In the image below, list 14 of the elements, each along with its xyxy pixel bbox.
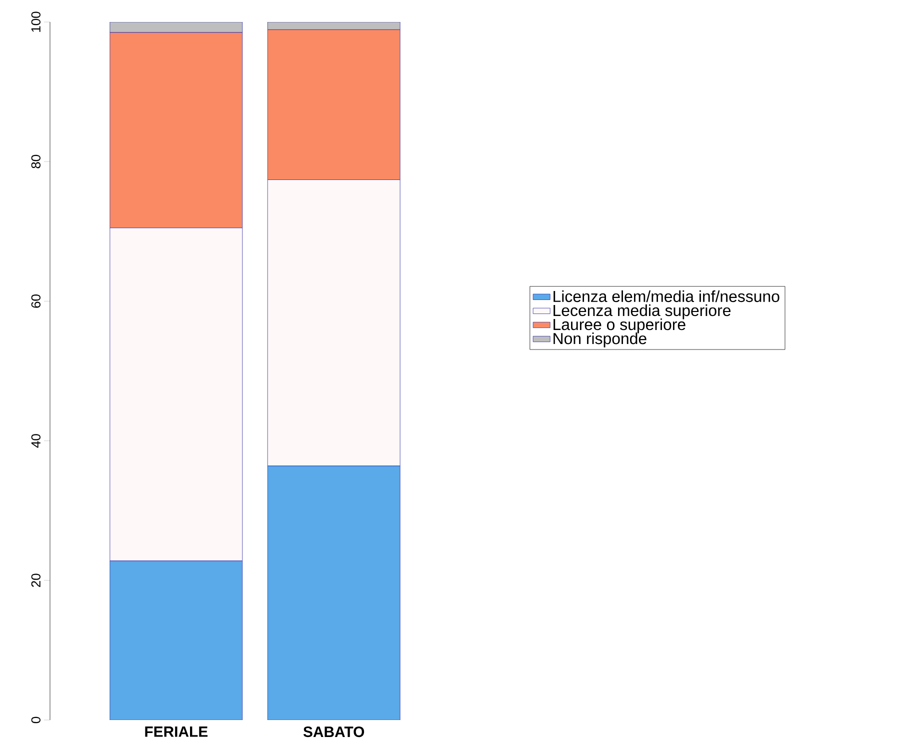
y-tick-label: 80 bbox=[31, 154, 40, 168]
y-tick-label: 40 bbox=[31, 434, 40, 448]
bar bbox=[267, 466, 400, 720]
y-tick-label: 20 bbox=[31, 574, 40, 587]
y-tick-label: 0 bbox=[31, 716, 40, 724]
x-tick-label: FERIALE bbox=[145, 726, 208, 737]
legend-label: Licenza elem/media inf/nessuno bbox=[554, 290, 780, 302]
x-tick-label: SABATO bbox=[303, 726, 364, 738]
bar bbox=[110, 560, 243, 720]
legend-label: Lecenza media superiore bbox=[554, 304, 731, 320]
y-tick-label: 100 bbox=[31, 12, 40, 32]
y-tick-label: 60 bbox=[31, 294, 40, 308]
legend-label: Non risponde bbox=[554, 332, 646, 348]
legend-label: Lauree o superiore bbox=[554, 318, 686, 334]
